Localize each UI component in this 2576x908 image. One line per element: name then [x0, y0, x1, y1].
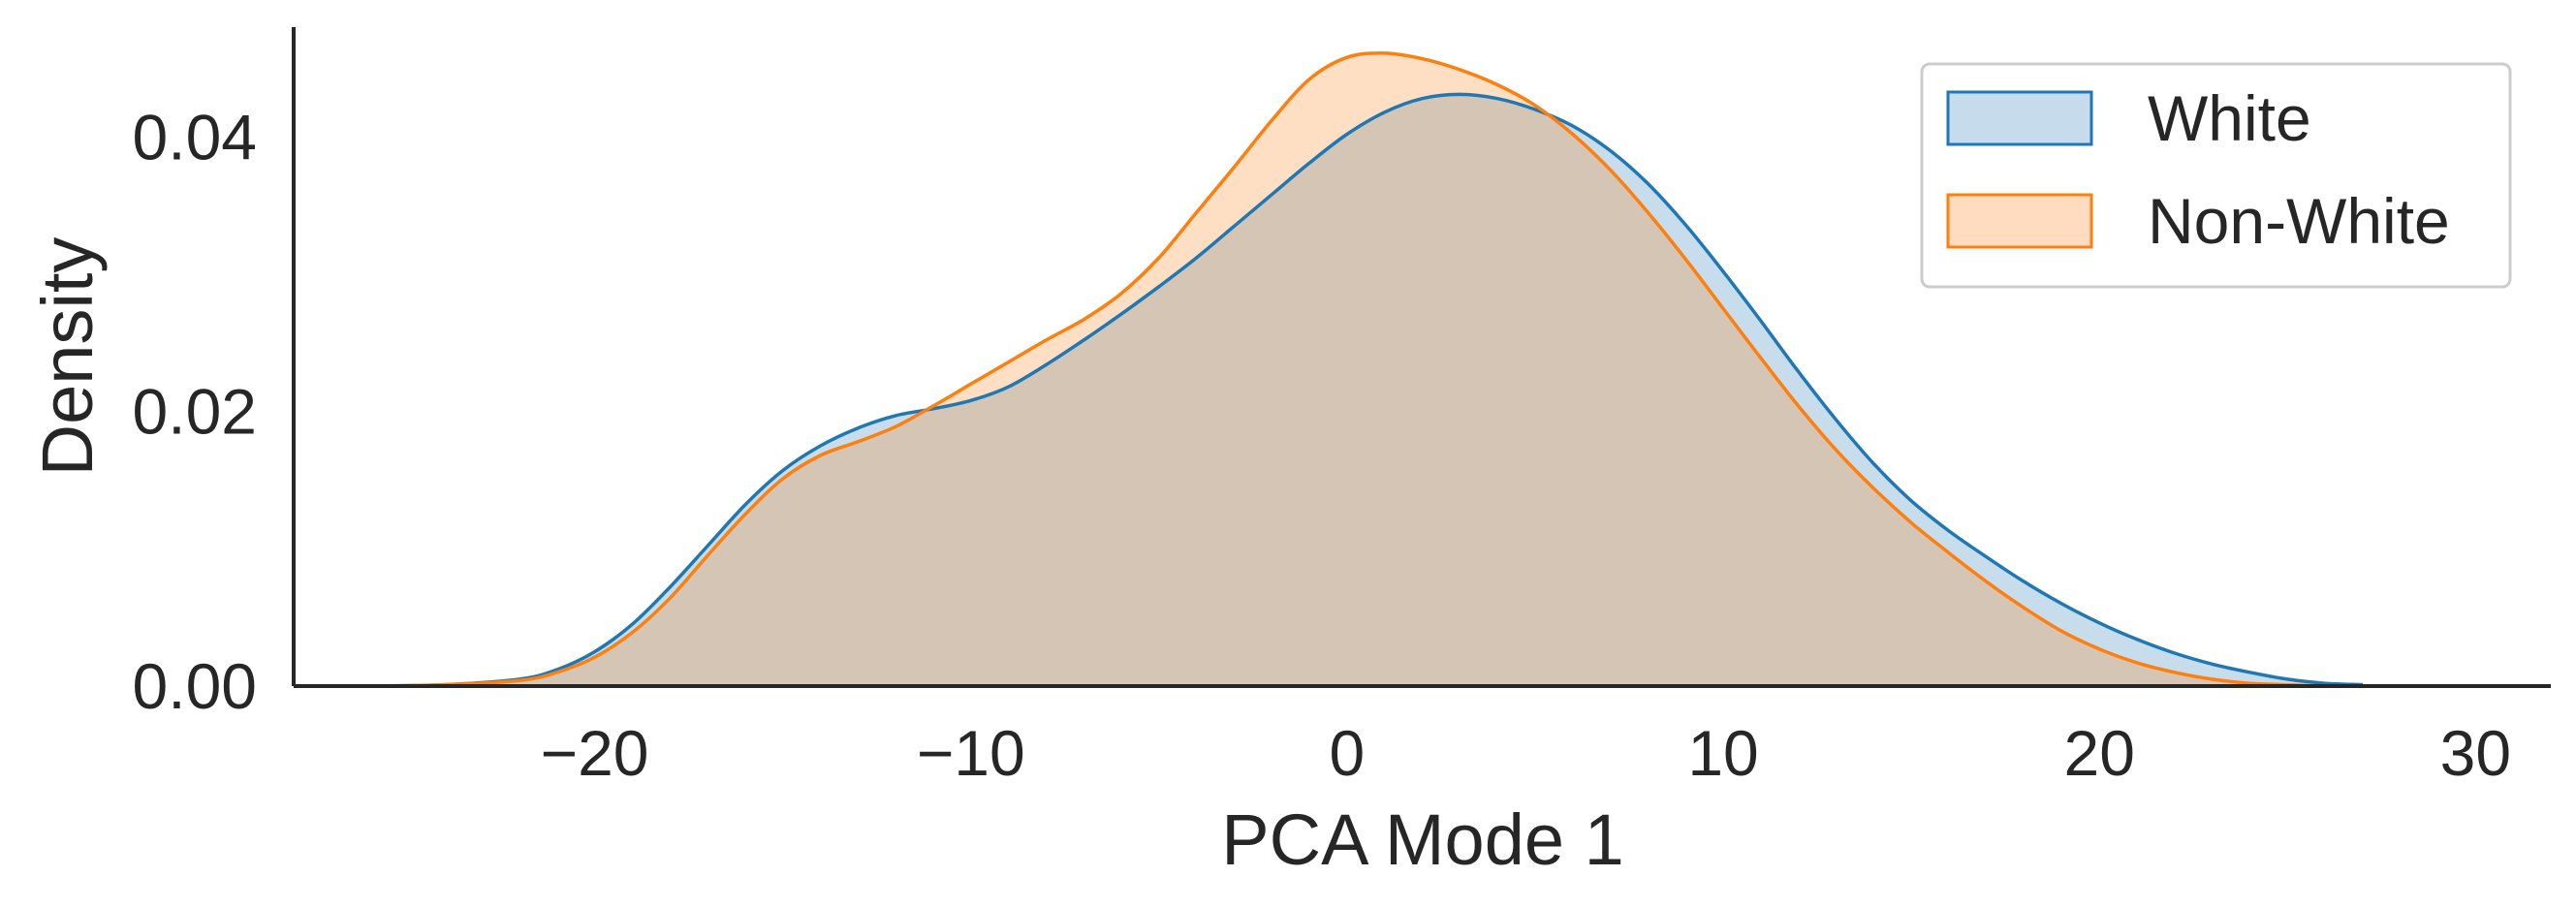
y-tick-label: 0.02: [133, 376, 257, 448]
series-line-non-white: [368, 51, 2363, 688]
series-line-white: [368, 92, 2363, 688]
series-area-white: [368, 94, 2363, 686]
density-areas: [368, 52, 2363, 686]
x-tick-label: −20: [541, 717, 649, 789]
legend-swatch-white: [1946, 90, 2093, 146]
x-axis-ticks: −20 −10 0 10 20 30: [541, 717, 2512, 789]
legend: White Non-White: [1920, 62, 2512, 289]
series-area-non-white: [368, 52, 2363, 686]
x-tick-label: 20: [2063, 717, 2134, 789]
x-tick-label: 10: [1687, 717, 1758, 789]
x-tick-label: 30: [2440, 717, 2511, 789]
y-tick-label: 0.04: [133, 101, 257, 172]
x-tick-label: 0: [1330, 717, 1366, 789]
y-axis-ticks: 0.00 0.02 0.04: [133, 101, 257, 722]
density-lines: [368, 51, 2363, 688]
legend-swatch-non-white: [1946, 193, 2093, 249]
y-tick-label: 0.00: [133, 650, 257, 722]
legend-label-non-white: Non-White: [2148, 185, 2450, 257]
y-axis-title: Density: [27, 237, 108, 477]
x-tick-label: −10: [917, 717, 1025, 789]
x-axis-title: PCA Mode 1: [1221, 799, 1623, 880]
legend-label-white: White: [2148, 82, 2311, 154]
